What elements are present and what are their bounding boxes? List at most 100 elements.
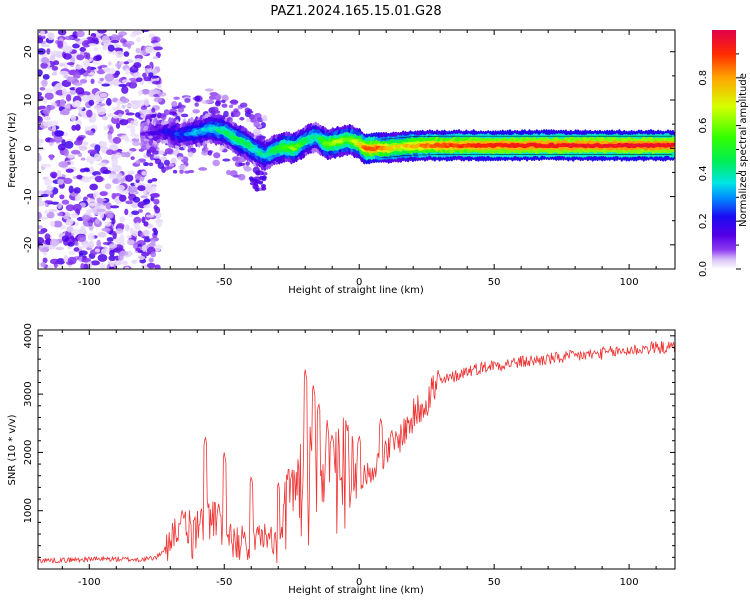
spectrogram-noise-blob — [127, 43, 132, 49]
spectrogram-noise-blob — [121, 260, 129, 265]
spectrogram-noise-blob — [90, 260, 100, 266]
spectrogram-noise-blob — [85, 125, 93, 132]
spectrogram-scatter-blob — [158, 150, 165, 155]
spectrogram-noise-blob — [88, 43, 97, 47]
spectrogram-noise-blob — [72, 71, 81, 79]
spectrogram-ridge-cell — [669, 142, 675, 147]
spectrogram-noise-blob — [38, 138, 43, 143]
spectrogram-noise-blob — [137, 255, 146, 261]
spectrogram-noise-blob — [116, 99, 121, 108]
spectrogram-noise-blob — [130, 100, 140, 104]
spectrogram-noise-blob — [108, 255, 116, 262]
spectrogram-noise-blob — [81, 176, 91, 183]
spectrogram-scatter-blob — [173, 96, 180, 100]
spectrogram-noise-blob — [143, 198, 151, 205]
spectrogram-noise-blob — [87, 149, 98, 154]
spectrogram-frame — [37, 29, 676, 270]
spectrogram-noise-blob — [93, 47, 98, 52]
spectrogram-noise-blob — [135, 47, 141, 54]
spectrogram-y-label: Frequency (Hz) — [7, 112, 18, 188]
spectrogram-noise-blob — [74, 100, 82, 107]
spectrogram-marks — [38, 30, 675, 269]
spectrogram-noise-blob — [106, 98, 112, 106]
spectrogram-noise-blob — [38, 116, 43, 124]
spectrogram-noise-blob — [96, 239, 102, 248]
spectrogram-noise-blob — [133, 62, 142, 69]
spectrogram-scatter-blob — [222, 158, 231, 162]
spectrogram-noise-blob — [101, 83, 110, 87]
spectrogram-noise-blob — [151, 185, 157, 192]
spectrogram-scatter-blob — [178, 164, 187, 171]
spectrogram-noise-blob — [74, 241, 79, 247]
spectrogram-noise-blob — [99, 210, 105, 219]
spectrogram-scatter-blob — [157, 92, 167, 97]
spectrogram-noise-blob — [102, 169, 112, 174]
spectrogram-scatter-blob — [221, 103, 228, 108]
spectrogram-scatter-blob — [244, 107, 251, 114]
spectrogram-noise-blob — [38, 196, 42, 203]
spectrogram-noise-blob — [73, 82, 83, 86]
spectrogram-noise-blob — [80, 157, 86, 161]
spectrogram-noise-blob — [141, 216, 146, 224]
spectrogram-noise-blob — [135, 112, 141, 118]
y-tick-label: 0 — [23, 145, 34, 151]
spectrogram-scatter-blob — [148, 162, 154, 167]
spectrogram-scatter-blob — [214, 93, 222, 101]
spectrogram-noise-blob — [76, 106, 84, 110]
spectrogram-noise-blob — [73, 187, 81, 194]
spectrogram-noise-blob — [74, 197, 81, 202]
spectrogram-noise-blob — [44, 200, 53, 204]
spectrogram-ridge-outline — [380, 135, 673, 158]
spectrogram-noise-blob — [47, 265, 54, 269]
spectrogram-scatter-blob — [245, 161, 250, 166]
spectrogram-scatter-blob — [160, 113, 167, 121]
spectrogram-noise-blob — [121, 85, 129, 94]
spectrogram-noise-blob — [111, 178, 121, 185]
spectrogram-patch-blob — [248, 176, 254, 181]
figure-title: PAZ1.2024.165.15.01.G28 — [270, 4, 441, 19]
spectrogram-noise-blob — [123, 104, 133, 108]
spectrogram-scatter-blob — [146, 150, 151, 157]
spectrogram-noise-blob — [99, 77, 104, 82]
spectrogram-scatter-blob — [163, 166, 170, 171]
spectrogram-noise-blob — [81, 39, 92, 48]
spectrogram-noise-blob — [79, 46, 86, 52]
spectrogram-noise-blob — [82, 141, 89, 146]
spectrogram-scatter-blob — [253, 121, 260, 128]
spectrogram-noise-blob — [49, 238, 60, 247]
spectrogram-noise-blob — [95, 218, 101, 225]
spectrogram-noise-blob — [57, 40, 64, 48]
spectrogram-noise-blob — [108, 126, 114, 135]
spectrogram-scatter-blob — [207, 150, 213, 156]
spectrogram-noise-blob — [40, 44, 51, 48]
spectrogram-noise-blob — [93, 190, 99, 199]
spectrogram-noise-blob — [62, 41, 68, 50]
spectrogram-noise-blob — [152, 46, 163, 51]
spectrogram-noise-blob — [86, 65, 92, 74]
spectrogram-noise-blob — [38, 91, 42, 97]
spectrogram-scatter-blob — [154, 158, 162, 165]
spectrogram-noise-blob — [71, 212, 78, 218]
spectrogram-noise-blob — [141, 171, 147, 176]
spectrogram-scatter-blob — [192, 109, 200, 114]
spectrogram-noise-blob — [41, 163, 52, 168]
colorbar-gradient — [712, 30, 736, 269]
spectrogram-noise-blob — [70, 149, 81, 155]
spectrogram-noise-blob — [145, 185, 153, 192]
spectrogram-scatter-blob — [172, 169, 178, 174]
spectrogram-noise-blob — [119, 216, 126, 223]
spectrogram-noise-blob — [44, 209, 50, 215]
spectrogram-noise-blob — [49, 258, 60, 265]
spectrogram-patch-blob — [258, 180, 264, 185]
spectrogram-noise-blob — [131, 210, 140, 216]
spectrogram-noise-blob — [130, 104, 138, 109]
spectrogram-noise-blob — [111, 218, 116, 225]
spectrogram-noise-blob — [143, 76, 152, 82]
spectrogram-noise-blob — [97, 30, 107, 34]
spectrogram-noise-blob — [115, 122, 121, 129]
spectrogram-noise-blob — [91, 37, 99, 42]
spectrogram-noise-blob — [87, 209, 94, 213]
spectrogram-scatter-blob — [204, 88, 214, 92]
spectrogram-scatter-blob — [198, 167, 208, 171]
spectrogram-noise-blob — [96, 69, 106, 75]
